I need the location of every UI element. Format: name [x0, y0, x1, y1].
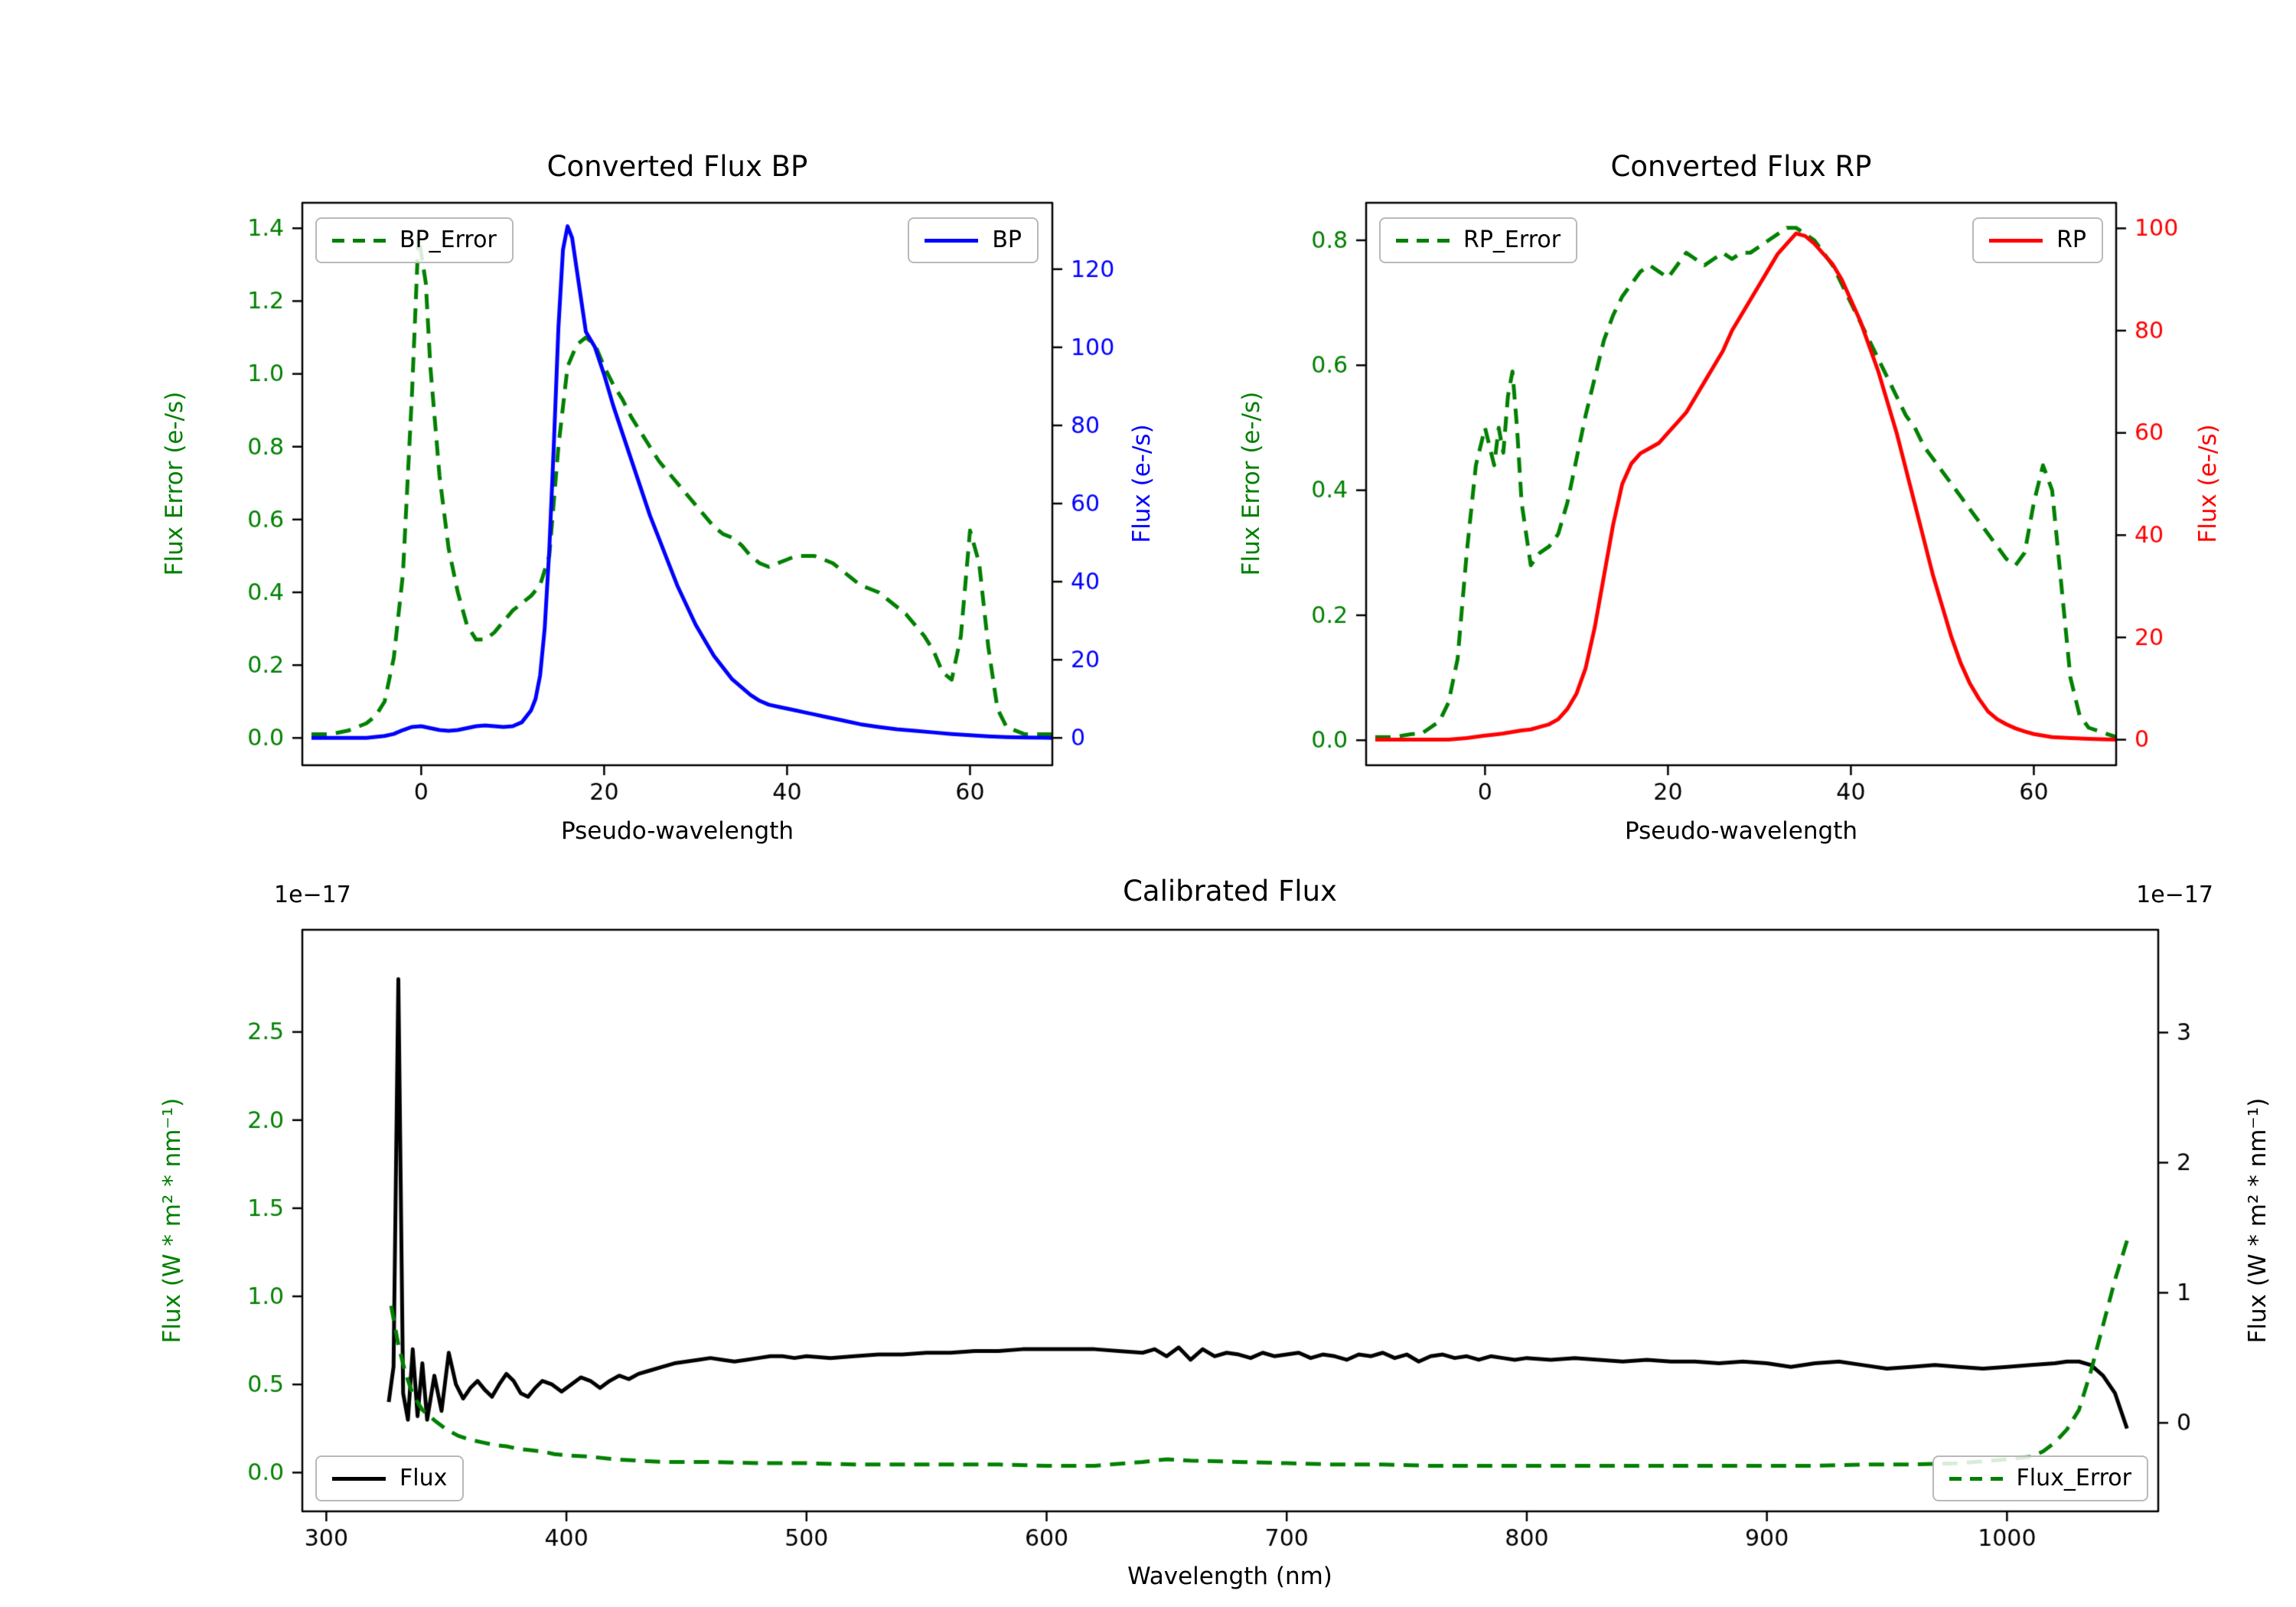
legend-line-rp-icon	[1989, 238, 2043, 243]
yaxis-label-cal-flux-right: Flux (W * m² * nm⁻¹)	[2244, 1097, 2272, 1344]
legend-rp: RP	[1972, 217, 2103, 263]
xaxis-label-wavelength: Wavelength (nm)	[1127, 1563, 1332, 1590]
legend-label-flux-error: Flux_Error	[2016, 1465, 2131, 1491]
legend-line-bp-error-icon	[332, 238, 386, 243]
chart-title-bp: Converted Flux BP	[546, 150, 808, 183]
legend-label-bp: BP	[992, 227, 1022, 253]
legend-bp-error: BP_Error	[315, 217, 514, 263]
legend-bp: BP	[908, 217, 1039, 263]
chart-title-rp: Converted Flux RP	[1610, 150, 1872, 183]
offset-text-right: 1e−17	[2136, 882, 2213, 908]
legend-line-bp-icon	[925, 238, 979, 243]
xaxis-label-bp: Pseudo-wavelength	[560, 817, 794, 845]
legend-flux: Flux	[315, 1455, 465, 1501]
offset-text-left: 1e−17	[274, 882, 351, 908]
yaxis-label-bp-error: Flux Error (e-/s)	[161, 391, 188, 576]
yaxis-label-rp-flux: Flux (e-/s)	[2194, 424, 2222, 543]
legend-line-rp-error-icon	[1396, 238, 1450, 243]
yaxis-label-cal-flux-left: Flux (W * m² * nm⁻¹)	[158, 1097, 186, 1344]
legend-line-flux-error-icon	[1949, 1476, 2003, 1481]
legend-rp-error: RP_Error	[1379, 217, 1578, 263]
legend-label-bp-error: BP_Error	[400, 227, 497, 253]
legend-label-rp: RP	[2056, 227, 2086, 253]
chart-title-calibrated: Calibrated Flux	[1123, 875, 1337, 908]
legend-line-flux-icon	[332, 1476, 386, 1481]
yaxis-label-rp-error: Flux Error (e-/s)	[1238, 391, 1265, 576]
legend-label-rp-error: RP_Error	[1463, 227, 1561, 253]
yaxis-label-bp-flux: Flux (e-/s)	[1128, 424, 1156, 543]
legend-flux-error: Flux_Error	[1932, 1455, 2148, 1501]
xaxis-label-rp: Pseudo-wavelength	[1624, 817, 1858, 845]
legend-label-flux: Flux	[400, 1465, 448, 1491]
